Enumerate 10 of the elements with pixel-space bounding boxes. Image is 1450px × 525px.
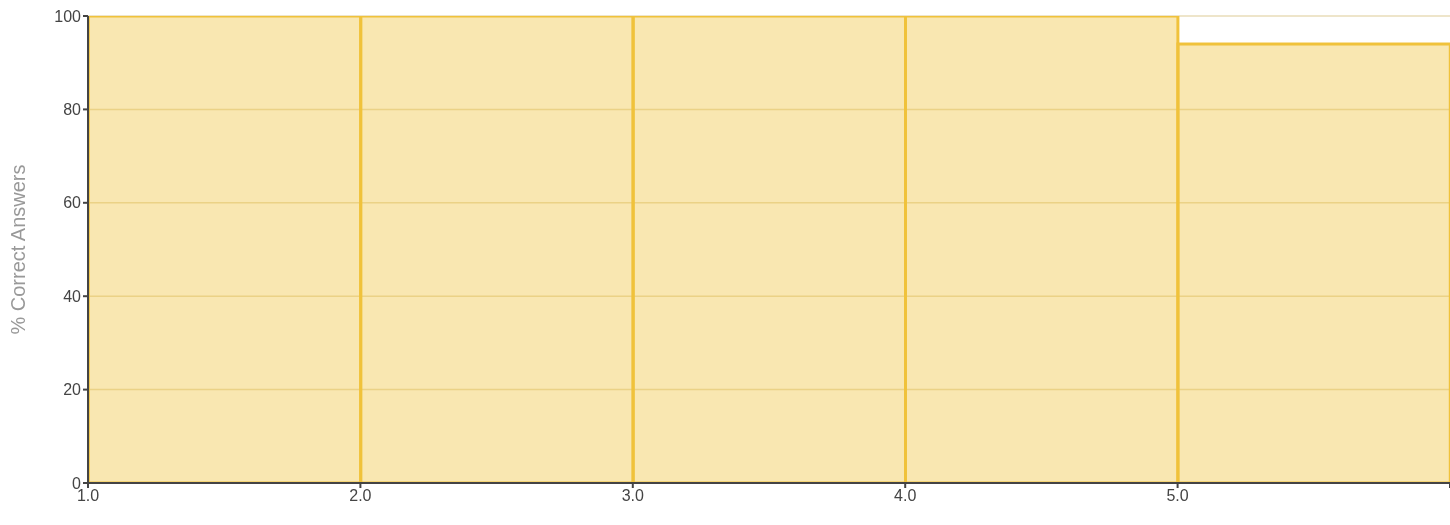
- x-tick-label: 5.0: [1166, 487, 1189, 505]
- x-tick-label: 3.0: [621, 487, 645, 505]
- y-axis-title: % Correct Answers: [7, 164, 30, 335]
- y-tick-label: 40: [63, 287, 82, 305]
- y-tick-label: 60: [63, 194, 82, 212]
- x-tick-label: 4.0: [894, 487, 917, 505]
- y-tick-label: 20: [63, 381, 82, 399]
- y-tick-label: 100: [54, 7, 82, 25]
- y-tick-label: 80: [63, 101, 82, 119]
- x-tick-label: 2.0: [349, 487, 372, 505]
